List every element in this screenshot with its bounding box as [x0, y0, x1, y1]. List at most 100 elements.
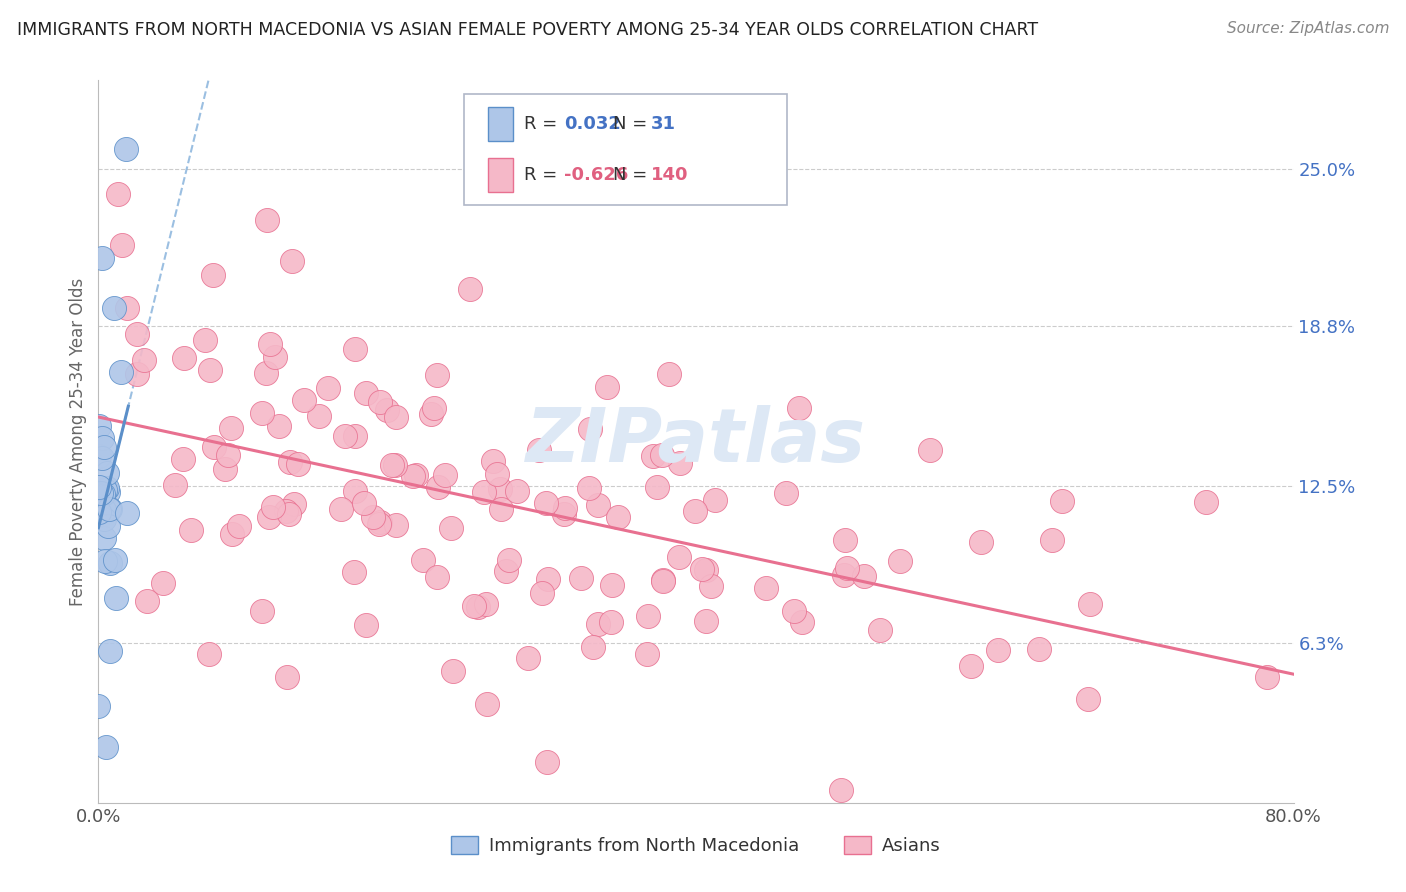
Point [180, 523, 202, 537]
Point [87, 699, 110, 714]
Point [384, 458, 406, 473]
Point [93, 512, 115, 526]
Point [330, 501, 353, 516]
Legend: Immigrants from North Macedonia, Asians: Immigrants from North Macedonia, Asians [444, 829, 948, 863]
Point [276, 670, 298, 684]
Point [93, 440, 115, 454]
Point [89, 419, 111, 434]
Point [651, 448, 673, 462]
Point [553, 508, 575, 522]
Point [343, 565, 366, 579]
Point [107, 187, 129, 202]
Point [281, 253, 304, 268]
Point [228, 518, 250, 533]
Point [433, 468, 456, 483]
Point [214, 462, 236, 476]
Point [607, 510, 630, 524]
Point [152, 575, 174, 590]
Point [920, 443, 942, 458]
Point [463, 599, 485, 614]
Point [201, 268, 224, 283]
Point [254, 366, 277, 380]
Point [173, 351, 195, 365]
Point [97, 484, 120, 499]
Point [91, 487, 114, 501]
Point [578, 481, 600, 495]
Point [96, 466, 118, 480]
Point [441, 665, 464, 679]
Point [87, 480, 110, 494]
Point [114, 142, 136, 156]
Point [495, 564, 517, 578]
Text: Source: ZipAtlas.com: Source: ZipAtlas.com [1226, 21, 1389, 36]
Point [685, 504, 707, 518]
Point [586, 498, 609, 512]
Point [643, 449, 665, 463]
Point [165, 478, 187, 492]
Point [853, 568, 876, 582]
Point [287, 457, 309, 471]
Point [658, 368, 681, 382]
Text: ZIPatlas: ZIPatlas [526, 405, 866, 478]
Point [93, 531, 115, 545]
Point [278, 455, 301, 469]
Point [368, 395, 391, 409]
Point [536, 495, 558, 509]
Point [256, 212, 278, 227]
Point [356, 386, 378, 401]
Point [292, 393, 315, 408]
Point [368, 515, 391, 529]
Point [333, 429, 356, 443]
Point [700, 579, 723, 593]
Y-axis label: Female Poverty Among 25-34 Year Olds: Female Poverty Among 25-34 Year Olds [69, 277, 87, 606]
Point [283, 497, 305, 511]
Point [90, 431, 112, 445]
Point [402, 468, 425, 483]
Point [427, 480, 450, 494]
Point [1040, 533, 1063, 547]
Point [516, 651, 538, 665]
Text: -0.626: -0.626 [564, 166, 628, 184]
Text: N =: N = [613, 166, 652, 184]
Point [98, 502, 121, 516]
Point [647, 480, 669, 494]
Point [217, 448, 239, 462]
Point [94, 483, 117, 497]
Point [695, 614, 717, 628]
Point [94, 739, 117, 754]
Point [569, 571, 592, 585]
Point [789, 401, 811, 415]
Text: 140: 140 [651, 166, 689, 184]
Point [194, 333, 217, 347]
Point [458, 282, 481, 296]
Point [959, 658, 981, 673]
Point [94, 554, 117, 568]
Point [111, 238, 134, 252]
Point [98, 643, 122, 657]
Point [381, 458, 404, 472]
Point [136, 594, 159, 608]
Point [172, 452, 194, 467]
Point [98, 556, 121, 570]
Point [1256, 670, 1278, 684]
Point [250, 406, 273, 420]
Point [467, 600, 489, 615]
Point [259, 337, 281, 351]
Point [489, 482, 512, 496]
Point [775, 485, 797, 500]
Text: N =: N = [613, 115, 652, 133]
Point [596, 379, 619, 393]
Point [344, 483, 367, 498]
Point [308, 409, 330, 423]
Text: IMMIGRANTS FROM NORTH MACEDONIA VS ASIAN FEMALE POVERTY AMONG 25-34 YEAR OLDS CO: IMMIGRANTS FROM NORTH MACEDONIA VS ASIAN… [17, 21, 1038, 38]
Point [600, 577, 623, 591]
Point [1080, 598, 1102, 612]
Point [104, 553, 127, 567]
Point [98, 501, 121, 516]
Point [361, 510, 384, 524]
Point [987, 643, 1010, 657]
Point [276, 504, 298, 518]
Point [582, 640, 605, 654]
Point [90, 486, 112, 500]
Point [498, 553, 520, 567]
